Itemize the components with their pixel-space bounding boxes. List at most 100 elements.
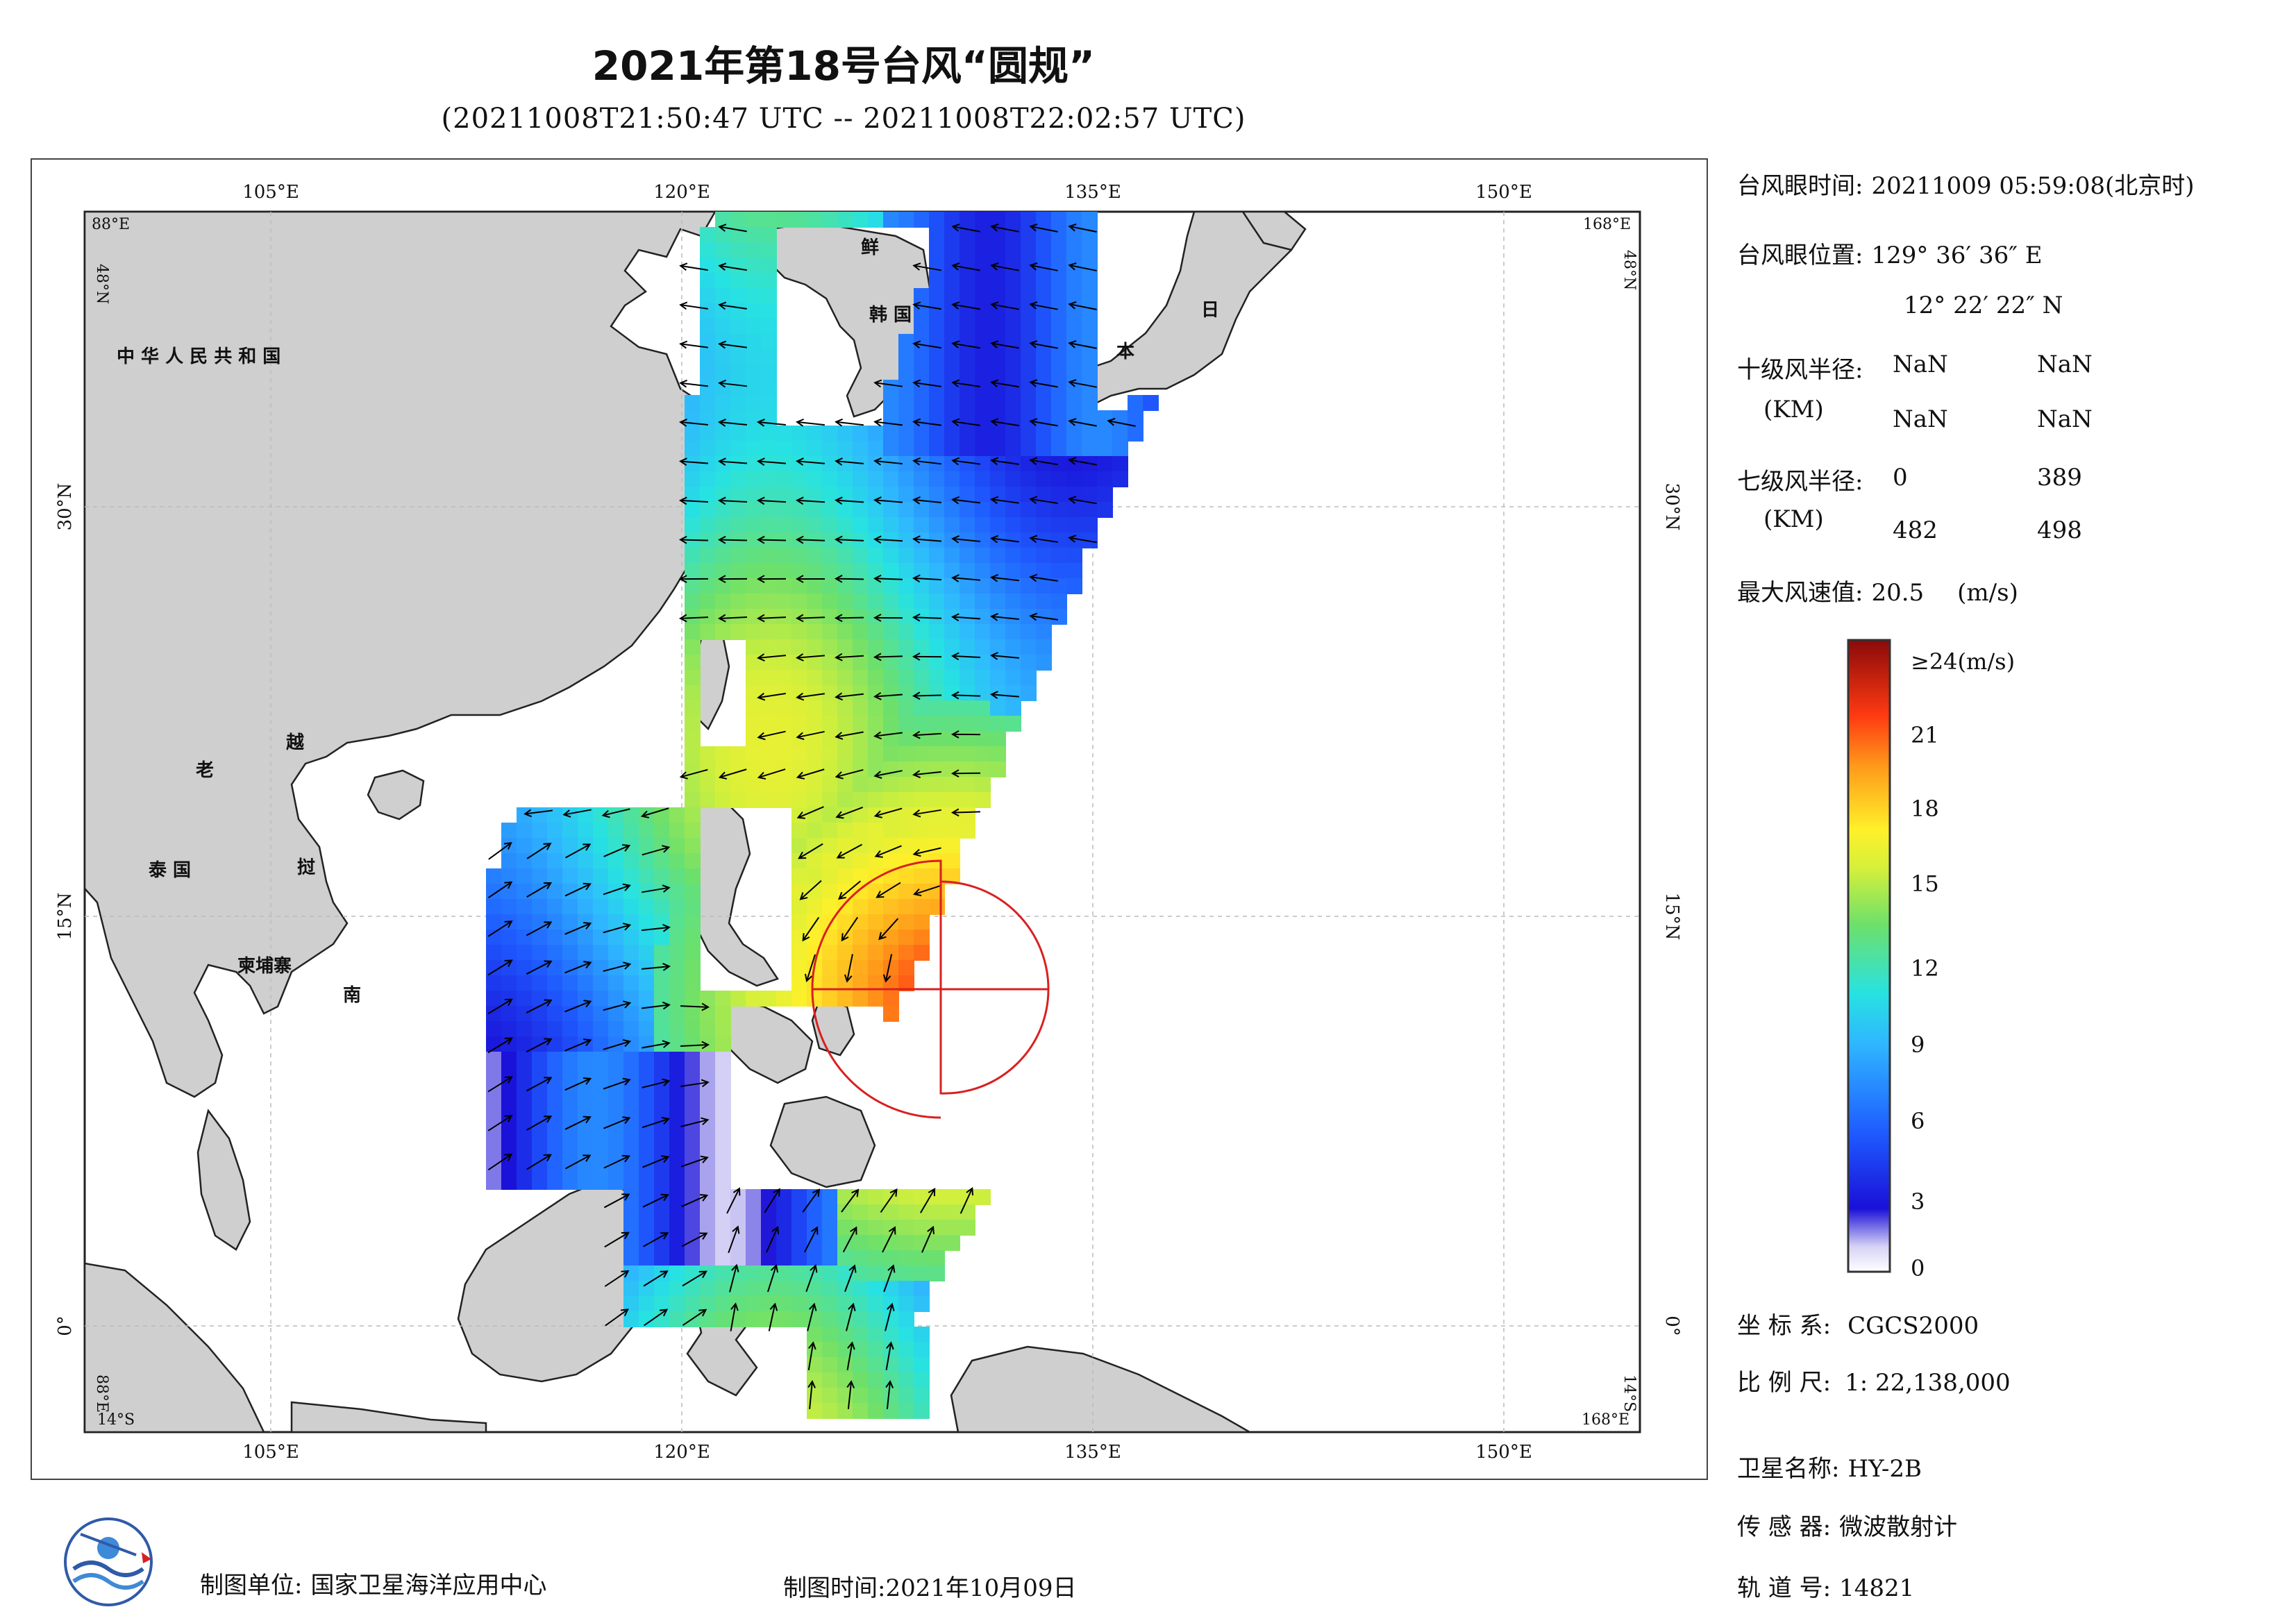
wind-cell bbox=[1066, 242, 1082, 258]
wind-cell bbox=[501, 1128, 517, 1144]
wind-arrow bbox=[835, 768, 864, 780]
wind-cell bbox=[807, 838, 823, 854]
lon-tick-top-150: 150°E bbox=[1475, 182, 1532, 203]
sensor-row: 传 感 器: 微波散射计 bbox=[1737, 1508, 1957, 1542]
wind-cell bbox=[669, 1281, 685, 1297]
wind-cell bbox=[960, 395, 975, 411]
wind-arrow bbox=[807, 1341, 816, 1370]
wind-cell bbox=[853, 1250, 869, 1266]
wind-cell bbox=[1005, 395, 1021, 411]
wind-cell bbox=[914, 502, 930, 518]
wind-cell bbox=[1005, 685, 1021, 701]
wind-cell bbox=[960, 746, 975, 762]
wind-cell bbox=[578, 1174, 594, 1190]
wind-cell bbox=[807, 823, 823, 839]
wind-cell bbox=[1112, 471, 1128, 487]
wind-cell bbox=[623, 1098, 639, 1113]
wind-cell bbox=[761, 670, 777, 686]
wind-cell bbox=[822, 639, 838, 655]
wind-cell bbox=[578, 823, 594, 839]
wind-cell bbox=[654, 975, 670, 991]
wind-arrow bbox=[487, 998, 513, 1015]
wind-cell bbox=[685, 1250, 701, 1266]
wind-cell bbox=[669, 1082, 685, 1098]
wind-cell bbox=[914, 563, 930, 579]
wind-cell bbox=[669, 914, 685, 930]
wind-cell bbox=[623, 914, 639, 930]
wind-cell bbox=[975, 334, 991, 350]
wind-arrow bbox=[798, 843, 823, 859]
wind-cell bbox=[685, 700, 701, 716]
wind-cell bbox=[1082, 517, 1098, 533]
wind-cell bbox=[700, 471, 716, 487]
wind-cell bbox=[623, 1174, 639, 1190]
wind-cell bbox=[608, 1143, 624, 1159]
wind-cell bbox=[1051, 532, 1067, 548]
wind-cell bbox=[730, 456, 746, 472]
wind-cell bbox=[578, 838, 594, 854]
wind-cell bbox=[944, 670, 960, 686]
wind-arrow bbox=[796, 768, 825, 780]
wind-cell bbox=[807, 991, 823, 1007]
wind-cell bbox=[822, 868, 838, 884]
wind-cell bbox=[990, 639, 1006, 655]
r10-value-nw: NaN bbox=[2037, 405, 2093, 433]
label-vietnam-1: 越 bbox=[286, 732, 305, 753]
wind-arrow bbox=[603, 1077, 631, 1090]
wind-cell bbox=[960, 609, 975, 625]
wind-cell bbox=[700, 349, 716, 365]
wind-cell bbox=[853, 1342, 869, 1358]
wind-cell bbox=[868, 426, 884, 442]
wind-arrow bbox=[802, 916, 820, 942]
wind-cell bbox=[837, 655, 853, 671]
wind-cell bbox=[1112, 441, 1128, 457]
wind-cell bbox=[623, 1052, 639, 1068]
wind-cell bbox=[639, 914, 655, 930]
wind-cell bbox=[685, 502, 701, 518]
wind-cell bbox=[761, 303, 777, 319]
wind-arrow bbox=[564, 1000, 592, 1013]
wind-cell bbox=[975, 655, 991, 671]
wind-cell bbox=[807, 746, 823, 762]
wind-cell bbox=[1021, 639, 1037, 655]
wind-cell bbox=[837, 838, 853, 854]
wind-cell bbox=[822, 456, 838, 472]
wind-arrow bbox=[846, 1380, 855, 1409]
wind-cell bbox=[883, 807, 899, 823]
wind-arrow bbox=[912, 613, 942, 622]
wind-arrow bbox=[960, 1186, 974, 1214]
wind-cell bbox=[730, 303, 746, 319]
wind-cell bbox=[532, 1052, 548, 1068]
wind-cell bbox=[700, 1250, 716, 1266]
wind-arrow bbox=[526, 882, 553, 898]
wind-cell bbox=[883, 517, 899, 533]
wind-cell bbox=[562, 1174, 578, 1190]
wind-arrow bbox=[1029, 612, 1058, 621]
wind-cell bbox=[700, 594, 716, 609]
wind-cell bbox=[517, 1174, 533, 1190]
wind-cell bbox=[944, 380, 960, 396]
wind-cell bbox=[822, 930, 838, 945]
wind-cell bbox=[822, 502, 838, 518]
wind-cell bbox=[853, 1204, 869, 1220]
wind-cell bbox=[654, 868, 670, 884]
wind-cell bbox=[914, 471, 930, 487]
wind-cell bbox=[715, 792, 731, 808]
wind-cell bbox=[700, 487, 716, 503]
wind-cell bbox=[883, 1250, 899, 1266]
legend-tick-21: 21 bbox=[1911, 722, 1939, 748]
wind-cell bbox=[822, 441, 838, 457]
wind-cell bbox=[914, 441, 930, 457]
wind-cell bbox=[593, 1098, 609, 1113]
wind-cell bbox=[700, 395, 716, 411]
wind-cell bbox=[486, 1036, 502, 1052]
wind-cell bbox=[1005, 441, 1021, 457]
wind-cell bbox=[944, 212, 960, 228]
wind-cell bbox=[761, 288, 777, 304]
wind-cell bbox=[853, 1311, 869, 1327]
satellite-row: 卫星名称: HY-2B bbox=[1737, 1449, 1922, 1483]
wind-cell bbox=[944, 792, 960, 808]
wind-cell bbox=[868, 1388, 884, 1404]
wind-arrow bbox=[643, 1270, 669, 1287]
wind-cell bbox=[898, 594, 914, 609]
